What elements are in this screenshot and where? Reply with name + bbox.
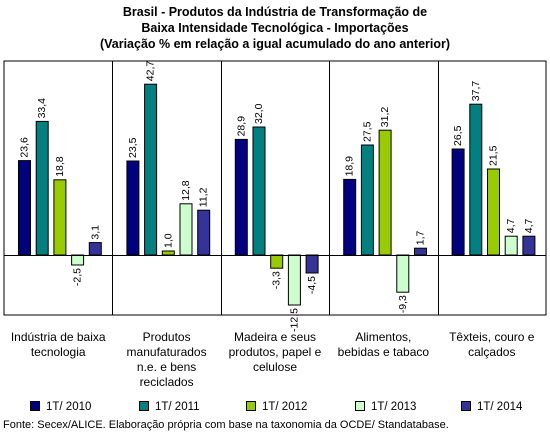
data-label: 12,8 xyxy=(180,180,192,201)
bar xyxy=(378,129,392,256)
bar xyxy=(414,247,427,256)
bar xyxy=(18,160,31,256)
bar xyxy=(144,83,158,256)
legend: 1T/ 2010 1T/ 2011 1T/ 2012 1T/ 2013 1T/ 2014 xyxy=(0,399,550,415)
data-label: 23,6 xyxy=(19,137,31,158)
bar xyxy=(161,250,175,256)
legend-item: 1T/ 2012 xyxy=(246,399,307,415)
category-label-line: Madeira e seus xyxy=(233,330,317,344)
bar xyxy=(71,254,85,266)
legend-label: 1T/ 2010 xyxy=(46,401,92,413)
bar xyxy=(504,235,518,256)
bar xyxy=(53,179,67,256)
data-label: 1,0 xyxy=(162,233,174,248)
bar xyxy=(396,254,410,293)
data-label: 42,7 xyxy=(145,61,157,82)
category-label-line: reciclados xyxy=(139,375,194,389)
data-label: 11,2 xyxy=(198,187,210,207)
bar xyxy=(252,126,266,256)
bar xyxy=(234,138,248,256)
legend-label: 1T/ 2014 xyxy=(477,401,523,413)
category-label-line: produtos, papel e xyxy=(228,345,322,359)
data-label: 32,0 xyxy=(253,103,265,124)
legend-item: 1T/ 2013 xyxy=(355,399,416,415)
data-label: -4,5 xyxy=(306,276,318,294)
category-label: Produtos manufaturados n.e. e bens reciclad… xyxy=(112,330,220,390)
legend-label: 1T/ 2013 xyxy=(371,401,417,413)
bar xyxy=(487,168,500,256)
bar xyxy=(179,203,193,256)
data-label: -9,3 xyxy=(397,295,409,313)
category-label-line: tecnologia xyxy=(30,345,86,359)
bar xyxy=(343,178,357,256)
plot-area xyxy=(3,60,547,316)
category-label-line: Têxteis, couro e xyxy=(449,330,535,344)
data-label: 23,5 xyxy=(127,137,139,158)
title-line-1: Brasil - Produtos da Indústria de Transf… xyxy=(122,5,428,19)
category-label: Alimentos, bebidas e tabaco xyxy=(329,330,437,360)
bar xyxy=(35,120,49,256)
category-label-line: n.e. e bens xyxy=(136,360,197,374)
data-label: -12,5 xyxy=(288,308,300,332)
bar xyxy=(287,254,301,306)
bar xyxy=(197,209,211,256)
legend-swatch xyxy=(30,400,40,411)
chart-title: Brasil - Produtos da Indústria de Transf… xyxy=(0,4,550,52)
bar xyxy=(88,242,102,256)
legend-label: 1T/ 2011 xyxy=(155,401,200,413)
category-label-line: celulose xyxy=(252,360,297,374)
data-label: 33,4 xyxy=(36,98,48,119)
data-label: 31,2 xyxy=(379,107,391,128)
legend-item: 1T/ 2011 xyxy=(139,399,200,415)
legend-label: 1T/ 2012 xyxy=(262,401,308,413)
data-label: 26,5 xyxy=(452,125,464,146)
legend-swatch xyxy=(461,400,471,411)
source-note: Fonte: Secex/ALICE. Elaboração própria c… xyxy=(3,419,449,431)
category-label-line: manufaturados xyxy=(126,345,207,359)
title-line-3: (Variação % em relação a igual acumulado… xyxy=(99,37,451,51)
category-label-line: calçados xyxy=(468,345,516,359)
legend-item: 1T/ 2014 xyxy=(461,399,522,415)
data-label: 21,5 xyxy=(488,145,500,166)
category-label: Têxteis, couro e calçados xyxy=(438,330,546,360)
bar xyxy=(126,160,140,256)
data-label: 1,7 xyxy=(415,230,427,245)
data-label: 27,5 xyxy=(361,121,373,142)
category-label-line: Produtos xyxy=(142,330,191,344)
bar xyxy=(270,254,284,269)
bar xyxy=(305,254,319,274)
data-label: 3,1 xyxy=(89,225,101,240)
category-label-line: bebidas e tabaco xyxy=(337,345,430,359)
category-label-line: Indústria de baixa xyxy=(10,330,106,344)
legend-swatch xyxy=(139,400,149,411)
data-label: -2,5 xyxy=(72,268,84,286)
bar xyxy=(451,148,465,256)
bar xyxy=(469,103,483,256)
data-label: 18,9 xyxy=(344,156,356,177)
data-label: 18,8 xyxy=(54,156,66,177)
data-label: -3,3 xyxy=(271,271,283,289)
bar xyxy=(360,144,374,256)
legend-swatch xyxy=(355,400,365,411)
legend-item: 1T/ 2010 xyxy=(30,399,91,415)
category-label: Madeira e seus produtos, papel e celulose xyxy=(221,330,329,375)
data-label: 4,7 xyxy=(505,218,517,233)
data-label: 4,7 xyxy=(523,218,535,233)
title-line-2: Baixa Intensidade Tecnológica - Importaç… xyxy=(141,21,409,35)
category-label-line: Alimentos, xyxy=(355,330,412,344)
legend-swatch xyxy=(246,400,256,411)
bar xyxy=(522,235,536,256)
category-label: Indústria de baixa tecnologia xyxy=(4,330,112,360)
data-label: 28,9 xyxy=(235,116,247,137)
data-label: 37,7 xyxy=(470,81,482,102)
